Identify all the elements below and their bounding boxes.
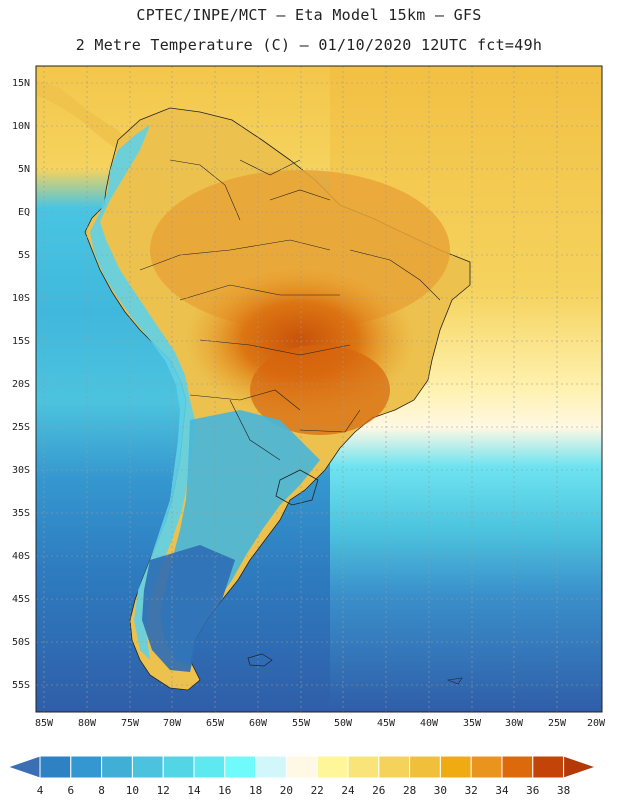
- colorbar-label: 34: [495, 784, 509, 797]
- chart-title-line2: 2 Metre Temperature (C) – 01/10/2020 12U…: [75, 36, 543, 54]
- central-america: [36, 80, 126, 150]
- lat-label: 45S: [12, 594, 30, 605]
- colorbar-label: 32: [465, 784, 478, 797]
- lat-label: 15N: [12, 78, 30, 89]
- colorbar: 4 6 8 10 12 14 16 18 20 22 24 26 28 30 32 34 36 38: [6, 755, 598, 797]
- colorbar-swatch: [378, 755, 411, 779]
- colorbar-swatch: [470, 755, 503, 779]
- colorbar-swatch: [193, 755, 226, 779]
- lat-label: EQ: [18, 207, 30, 218]
- lon-label: 70W: [163, 718, 182, 729]
- colorbar-label: 18: [249, 784, 262, 797]
- lon-label: 50W: [334, 718, 353, 729]
- colorbar-label: 30: [434, 784, 447, 797]
- lat-label: 30S: [12, 465, 30, 476]
- colorbar-swatch: [532, 755, 565, 779]
- country-borders: [139, 159, 441, 461]
- lon-label: 65W: [206, 718, 225, 729]
- lon-label: 55W: [292, 718, 311, 729]
- lat-label: 10S: [12, 293, 30, 304]
- chart-title-line1: CPTEC/INPE/MCT – Eta Model 15km – GFS: [136, 6, 482, 24]
- colorbar-label: 12: [157, 784, 170, 797]
- colorbar-swatch: [316, 755, 349, 779]
- colorbar-swatch: [131, 755, 164, 779]
- lat-label: 5S: [18, 250, 30, 261]
- colorbar-label: 38: [557, 784, 570, 797]
- longitude-labels: 85W 80W 75W 70W 65W 60W 55W 50W 45W 40W …: [35, 718, 606, 729]
- lat-label: 20S: [12, 379, 30, 390]
- colorbar-swatch: [285, 755, 318, 779]
- lon-label: 20W: [587, 718, 606, 729]
- lon-label: 25W: [548, 718, 567, 729]
- colorbar-label: 26: [372, 784, 385, 797]
- colorbar-high-arrow: [563, 755, 598, 779]
- colorbar-label: 10: [126, 784, 139, 797]
- colorbar-swatch: [101, 755, 133, 779]
- hot-core-south: [250, 345, 390, 435]
- colorbar-swatch: [70, 755, 103, 779]
- colorbar-label: 14: [187, 784, 201, 797]
- colorbar-label: 16: [218, 784, 231, 797]
- lon-label: 80W: [78, 718, 97, 729]
- lon-label: 35W: [463, 718, 482, 729]
- lon-label: 40W: [420, 718, 439, 729]
- lat-label: 55S: [12, 680, 30, 691]
- lon-label: 75W: [121, 718, 140, 729]
- colorbar-label: 6: [67, 784, 74, 797]
- lon-label: 45W: [377, 718, 396, 729]
- colorbar-low-arrow: [6, 755, 41, 779]
- lon-label: 85W: [35, 718, 54, 729]
- colorbar-swatch: [409, 755, 441, 779]
- colorbar-swatch: [347, 755, 380, 779]
- colorbar-swatch: [162, 755, 195, 779]
- colorbar-label: 36: [526, 784, 539, 797]
- lat-label: 35S: [12, 508, 30, 519]
- colorbar-label: 4: [37, 784, 44, 797]
- patagonia-cold: [142, 545, 235, 672]
- colorbar-swatch: [439, 755, 472, 779]
- lat-label: 40S: [12, 551, 30, 562]
- lat-label: 15S: [12, 336, 30, 347]
- colorbar-label: 8: [98, 784, 105, 797]
- andes-cold-strip: [90, 125, 195, 660]
- south-georgia: [446, 677, 463, 685]
- colorbar-swatch: [255, 755, 287, 779]
- graticule: [36, 66, 602, 712]
- colorbar-label: 22: [311, 784, 324, 797]
- lon-label: 60W: [249, 718, 268, 729]
- map-border: [35, 65, 603, 713]
- lon-label: 30W: [505, 718, 524, 729]
- colorbar-swatch: [501, 755, 534, 779]
- colorbar-label: 24: [341, 784, 355, 797]
- lat-label: 25S: [12, 422, 30, 433]
- lat-label: 50S: [12, 637, 30, 648]
- colorbar-label: 28: [403, 784, 416, 797]
- latitude-labels: 15N 10N 5N EQ 5S 10S 15S 20S 25S 30S 35S…: [12, 78, 30, 691]
- falkland-islands: [247, 653, 273, 667]
- colorbar-label: 20: [280, 784, 293, 797]
- colorbar-swatch: [39, 755, 72, 779]
- lat-label: 10N: [12, 121, 30, 132]
- map-frame: [36, 66, 602, 712]
- lat-label: 5N: [18, 164, 30, 175]
- colorbar-swatch: [224, 755, 257, 779]
- rio-de-la-plata-outline: [275, 469, 319, 506]
